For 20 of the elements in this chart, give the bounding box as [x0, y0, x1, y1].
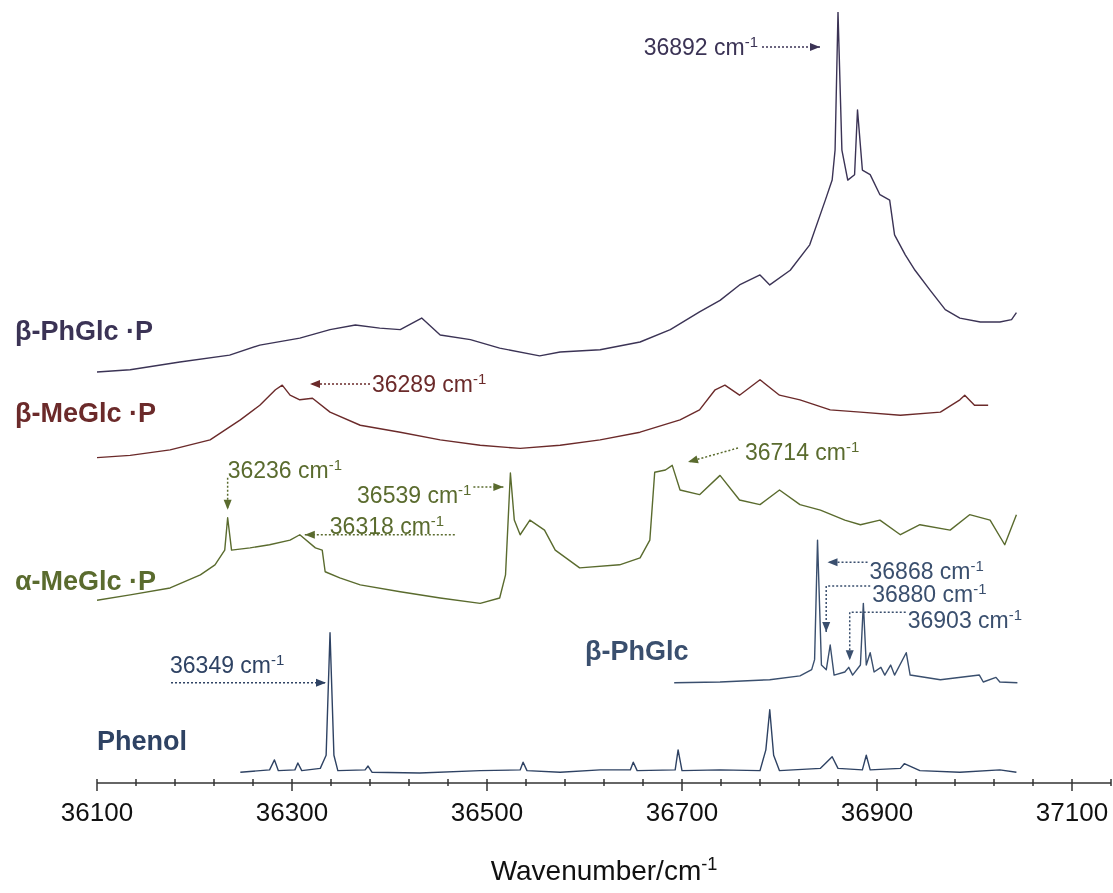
x-axis-title: Wavenumber/cm$^{-1}$	[490, 854, 718, 886]
annotation: 36318 cm$^{-1}$	[329, 511, 445, 539]
x-tick-label: 36100	[60, 797, 134, 827]
annotation: 36903 cm$^{-1}$	[907, 605, 1023, 634]
annotation: 36539 cm$^{-1}$	[357, 480, 472, 509]
series-label: β-PhGlc ·P	[15, 316, 153, 346]
series-label: α-MeGlc ·P	[15, 566, 157, 596]
text: Phenol	[97, 726, 188, 756]
annotation: 36236 cm$^{-1}$	[227, 455, 342, 483]
series-label: β-PhGlc	[585, 636, 689, 666]
x-tick-label: 36300	[255, 797, 329, 827]
series-label: β-MeGlc ·P	[15, 398, 156, 428]
annotation: 36714 cm$^{-1}$	[745, 437, 860, 465]
x-tick-label: 36900	[840, 797, 914, 827]
annotation: 36892 cm$^{-1}$	[643, 32, 758, 60]
x-tick-label: 37100	[1035, 797, 1109, 827]
x-tick-label: 36500	[450, 797, 524, 827]
annotation: 36289 cm$^{-1}$	[372, 369, 487, 397]
x-tick-label: 36700	[645, 797, 719, 827]
annotation: 36349 cm$^{-1}$	[170, 650, 285, 678]
